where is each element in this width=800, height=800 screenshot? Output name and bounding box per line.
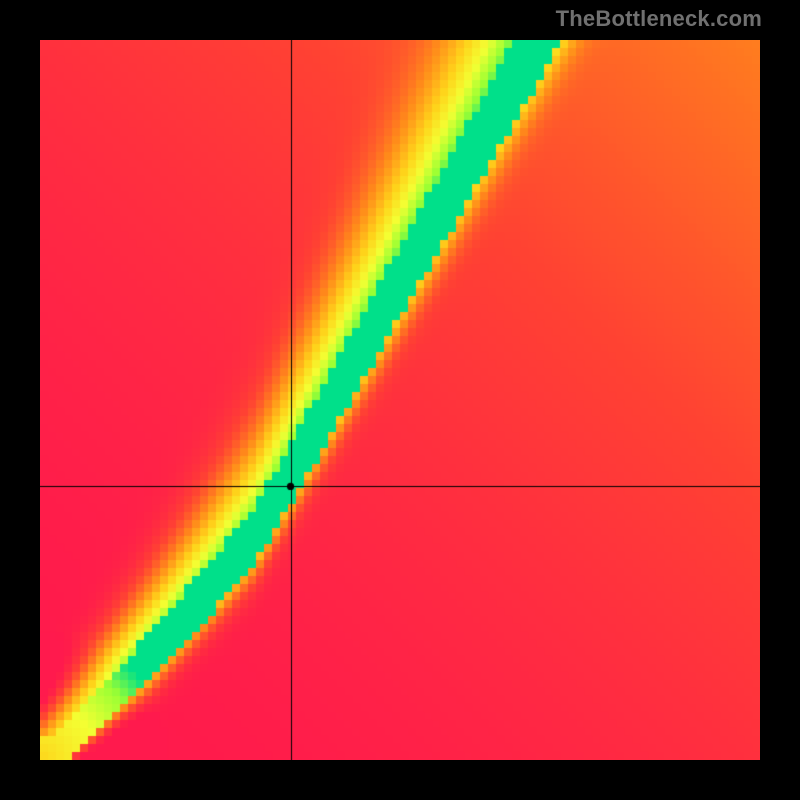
heatmap-canvas <box>40 40 760 760</box>
watermark-text: TheBottleneck.com <box>556 6 762 32</box>
heatmap-plot <box>40 40 760 760</box>
